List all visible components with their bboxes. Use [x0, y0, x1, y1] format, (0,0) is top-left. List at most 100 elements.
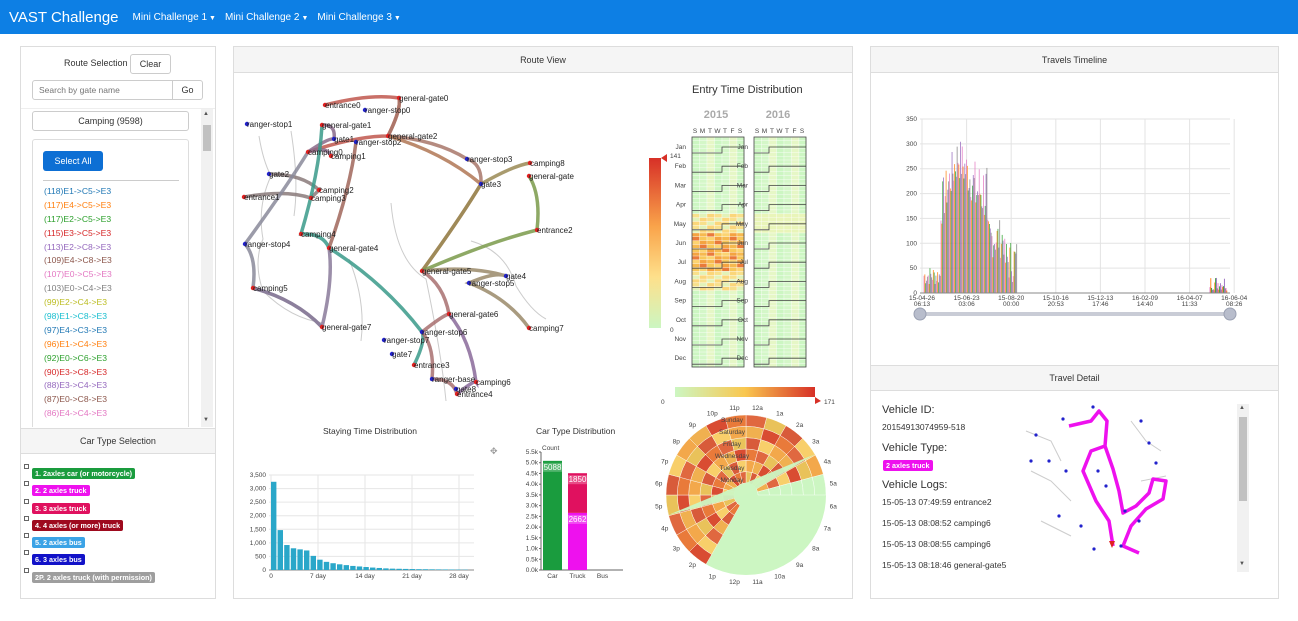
calendar-cell [721, 221, 730, 226]
calendar-cell [798, 221, 807, 226]
time-range-slider[interactable] [920, 312, 1230, 316]
car-type-item[interactable]: 3. 3 axles truck [24, 498, 214, 515]
calendar-cell [768, 332, 777, 337]
car-type-item[interactable]: 4. 4 axles (or more) truck [24, 515, 214, 532]
car-type-item[interactable]: 2. 2 axles truck [24, 480, 214, 497]
checkbox[interactable] [24, 464, 29, 469]
x-tick-date: 15-12-13 [1087, 295, 1113, 302]
calendar-cell [768, 186, 777, 191]
month-boundary [754, 242, 806, 250]
route-item[interactable]: (103)E0->C4->E3 [44, 283, 112, 294]
calendar-cell [729, 152, 738, 157]
route-map[interactable]: general-gate0 entrance0 ranger-stop0 ranger… [234, 74, 652, 447]
route-item[interactable]: (118)E1->C5->E3 [44, 186, 112, 196]
route-item[interactable]: (96)E1->C4->E3 [44, 338, 108, 349]
route-item[interactable]: (113)E2->C8->E3 [44, 241, 112, 252]
checkbox[interactable] [24, 498, 29, 504]
calendar-cell [776, 217, 785, 222]
weekday-label: S [693, 128, 698, 135]
y-tick-label: 5.0k [526, 460, 539, 467]
car-type-item[interactable]: 5. 2 axles bus [24, 532, 214, 549]
gate-search-input[interactable] [32, 80, 173, 100]
car-type-item[interactable]: 1. 2axles car (or motorcycle) [24, 463, 214, 480]
route-item[interactable]: (117)E4->C5->E3 [44, 199, 112, 210]
calendar-cell [783, 355, 792, 360]
nav-mini-challenge-1[interactable]: Mini Challenge 1 ▼ [133, 12, 216, 23]
calendar-cell [699, 278, 708, 284]
scroll-down-icon[interactable]: ▼ [203, 417, 209, 423]
calendar-cell [776, 294, 785, 299]
calendar-cell [699, 202, 708, 207]
calendar-cell [783, 190, 792, 195]
route-item[interactable]: (87)E0->C8->E3 [44, 394, 108, 405]
checkbox[interactable] [24, 533, 29, 539]
brand-title[interactable]: VAST Challenge [9, 8, 119, 26]
calendar-cell [721, 240, 730, 245]
calendar-cell [783, 240, 792, 245]
scroll-down-icon[interactable]: ▼ [1239, 561, 1245, 567]
hour-label: 6a [830, 504, 838, 511]
car-type-item[interactable]: 6. 3 axles bus [24, 549, 214, 566]
route-item[interactable]: (107)E0->C5->E3 [44, 269, 112, 280]
route-item[interactable]: (97)E4->C3->E3 [44, 324, 108, 335]
scroll-thumb[interactable] [203, 125, 211, 151]
scroll-up-icon[interactable]: ▲ [203, 111, 209, 117]
route-item[interactable]: (92)E0->C6->E3 [44, 352, 108, 363]
checkbox[interactable] [24, 481, 29, 487]
calendar-cell [753, 313, 762, 318]
calendar-cell [776, 198, 785, 203]
scroll-thumb[interactable] [1239, 417, 1247, 501]
route-item[interactable]: (98)E1->C8->E3 [44, 311, 108, 322]
checkbox[interactable] [24, 515, 29, 521]
route-list-scrollbar[interactable]: ▲ ▼ [201, 109, 213, 427]
calendar-cell [753, 351, 762, 357]
go-button[interactable]: Go [172, 80, 203, 100]
gate-marker [453, 386, 459, 392]
move-icon[interactable]: ✥ [490, 446, 498, 456]
slider-handle[interactable] [1223, 307, 1237, 321]
clear-button[interactable]: Clear [130, 54, 171, 74]
slider-handle[interactable] [913, 307, 927, 321]
car-type-item[interactable]: 2P. 2 axles truck (with permission) [24, 567, 214, 584]
calendar-cell [776, 313, 785, 318]
route-item[interactable]: (86)E4->C4->E3 [44, 408, 108, 419]
route-item[interactable]: (115)E3->C5->E3 [44, 227, 112, 238]
calendar-cell [753, 259, 762, 264]
nav-mini-challenge-2[interactable]: Mini Challenge 2 ▼ [225, 12, 308, 23]
route-item[interactable]: (88)E3->C4->E3 [44, 380, 108, 391]
route-item[interactable]: (117)E2->C5->E3 [44, 213, 112, 224]
route-item[interactable]: (109)E4->C8->E3 [44, 255, 112, 266]
camping-group-button[interactable]: Camping (9598) [32, 111, 189, 131]
route-item[interactable]: (99)E2->C4->E3 [44, 297, 108, 308]
calendar-cell [798, 328, 807, 333]
select-all-button[interactable]: Select All [43, 151, 103, 171]
color-scale-max: 141 [670, 153, 681, 160]
nav-mini-challenge-3[interactable]: Mini Challenge 3 ▼ [317, 12, 400, 23]
scroll-up-icon[interactable]: ▲ [1239, 405, 1245, 411]
calendar-cell [699, 321, 708, 326]
calendar-cell [783, 221, 792, 226]
calendar-cell [768, 167, 777, 172]
caret-down-icon: ▼ [393, 14, 401, 22]
detail-scrollbar[interactable]: ▲ ▼ [1237, 404, 1249, 572]
x-tick-label: Bus [597, 573, 609, 580]
calendar-cell [776, 355, 785, 360]
caret-down-icon: ▼ [209, 14, 216, 22]
gate-label: entrance0 [325, 101, 361, 110]
calendar-cell [736, 232, 745, 237]
car-type-label: 2P. 2 axles truck (with permission) [32, 571, 155, 583]
calendar-cell [691, 259, 700, 264]
hour-label: 1p [709, 573, 717, 580]
checkbox[interactable] [24, 567, 29, 573]
route-item[interactable]: (90)E3->C8->E3 [44, 366, 108, 377]
calendar-cell [691, 179, 700, 184]
calendar-cell [798, 344, 807, 349]
calendar-cell [791, 136, 800, 141]
hour-scale-max: 171 [824, 399, 835, 406]
calendar-cell [783, 136, 792, 141]
weekday-label: F [793, 128, 797, 135]
vehicle-type-label: Vehicle Type: [882, 442, 948, 454]
log-entry: 15-05-13 08:08:52 camping6 [882, 518, 991, 528]
checkbox[interactable] [24, 550, 29, 556]
